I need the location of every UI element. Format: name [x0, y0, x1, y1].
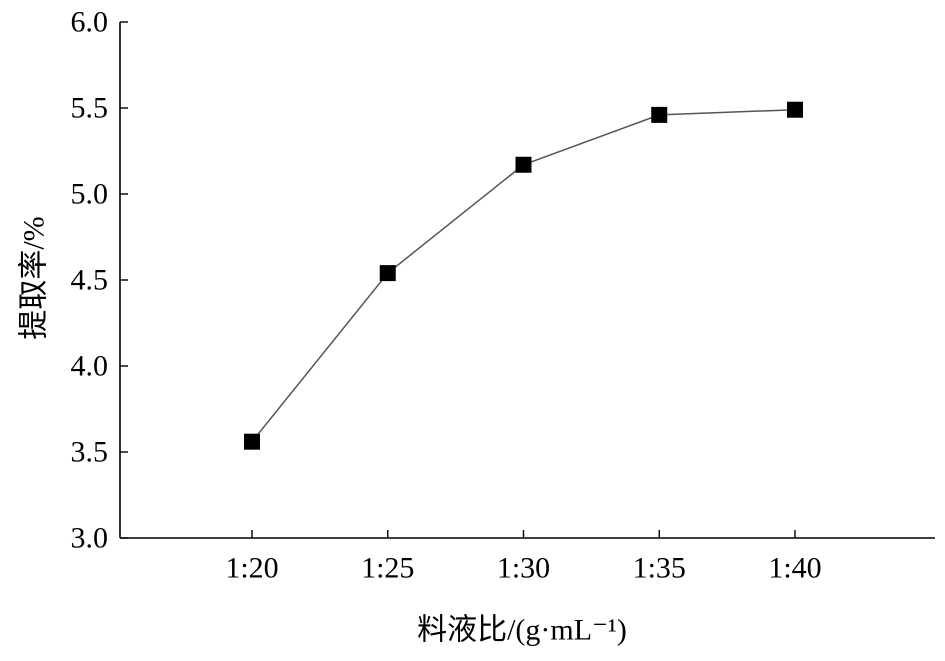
x-axis-title: 料液比/(g·mL⁻¹) — [417, 614, 627, 647]
x-tick-label: 1:35 — [633, 552, 686, 585]
y-tick-label: 5.0 — [71, 178, 109, 211]
chart-marks: 3.0 3.5 4.0 4.5 5.0 5.5 6.0 1:20 1:25 1:30 1:35 1:4… — [71, 6, 822, 585]
data-point-marker — [379, 265, 396, 282]
y-tick-label: 4.5 — [71, 264, 109, 297]
x-tick-label: 1:40 — [768, 552, 821, 585]
y-axis-title: 提取率/% — [18, 216, 51, 339]
data-point-marker — [515, 156, 532, 173]
x-tick-label: 1:30 — [497, 552, 550, 585]
y-tick-label: 3.5 — [71, 436, 109, 469]
x-tick-label: 1:20 — [225, 552, 278, 585]
y-tick-label: 4.0 — [71, 350, 109, 383]
data-point-marker — [651, 106, 668, 123]
y-tick-label: 3.0 — [71, 522, 109, 555]
y-tick-label: 5.5 — [71, 92, 109, 125]
data-point-marker — [244, 433, 260, 450]
y-tick-label: 6.0 — [71, 6, 109, 39]
x-tick-label: 1:25 — [361, 552, 414, 585]
data-point-marker — [787, 101, 803, 118]
